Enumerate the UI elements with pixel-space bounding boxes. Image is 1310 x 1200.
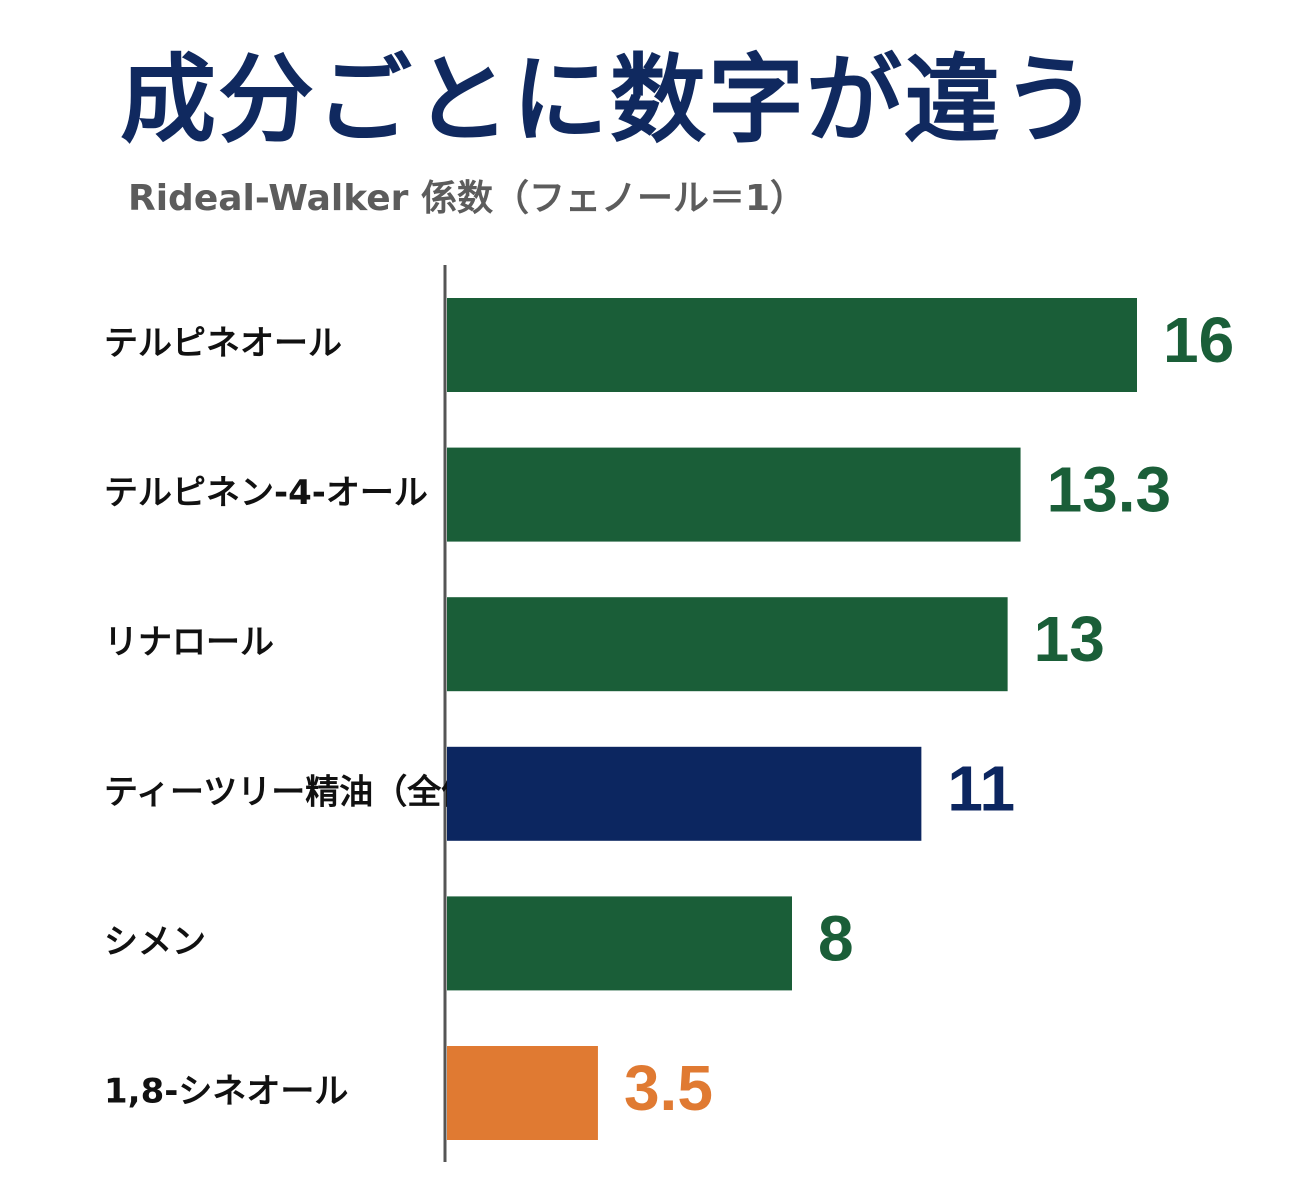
category-label: シメン (104, 922, 206, 962)
category-label: 1,8-シネオール (104, 1072, 348, 1112)
bar (447, 746, 922, 841)
value-label: 8 (818, 902, 854, 974)
chart-subtitle: Rideal-Walker 係数（フェノール＝1） (128, 178, 806, 219)
value-label: 13 (1034, 603, 1105, 675)
bar (447, 1046, 598, 1140)
value-label: 13.3 (1047, 454, 1172, 526)
value-label: 16 (1163, 304, 1234, 376)
category-label: テルピネオール (104, 324, 342, 364)
category-label: テルピネン-4-オール (104, 473, 428, 513)
bar (447, 298, 1137, 392)
bar (447, 896, 792, 991)
bar (447, 447, 1021, 542)
category-label: ティーツリー精油（全体） (104, 772, 509, 812)
chart-title: 成分ごとに数字が違う (120, 44, 1100, 156)
value-label: 11 (947, 753, 1015, 825)
value-label: 3.5 (624, 1052, 713, 1124)
category-label: リナロール (104, 623, 274, 663)
bar (447, 597, 1008, 692)
